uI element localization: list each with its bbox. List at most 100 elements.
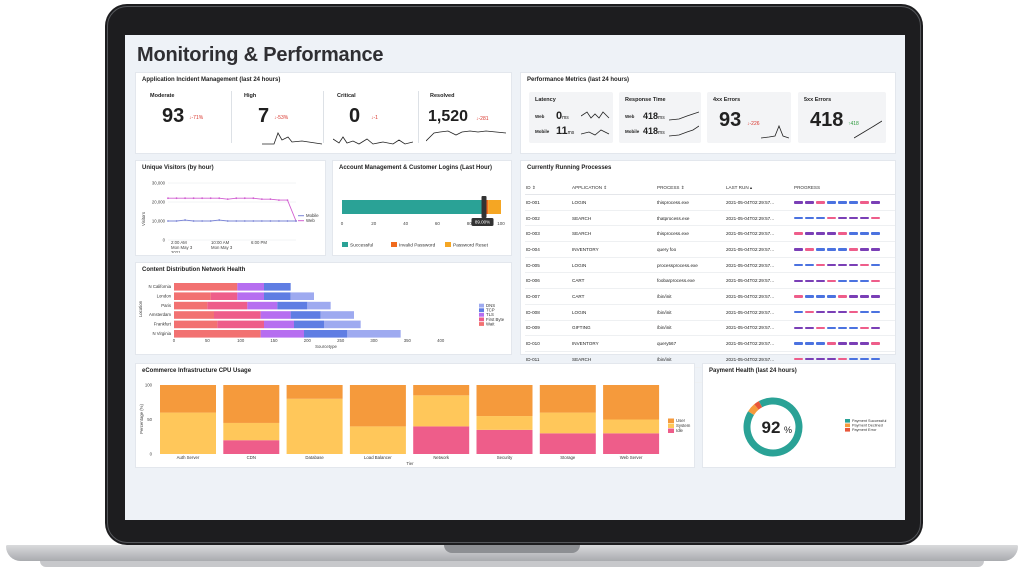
progress-segment [838,310,847,314]
progress-bar [794,326,894,330]
latency-card[interactable]: Latency Web 0ms Mobile 11ms [529,92,613,143]
bar-segment [260,311,291,319]
cell-process: /bin/init [656,288,725,305]
column-header-id[interactable]: ID ⇕ [525,181,571,195]
bar-segment [349,426,406,454]
table-row[interactable]: ID-003 SEARCH thisprocess.exe 2021-05-04T02… [525,225,895,243]
progress-segment [871,263,880,267]
progress-segment [827,279,836,283]
progress-segment [849,232,858,235]
kpi-delta-value: -1 [373,115,378,121]
column-header-progress[interactable]: PROGRESS [793,181,895,195]
y-axis-label: Location [138,300,143,317]
kpi-high[interactable]: High 7 ↓-53% [238,91,328,145]
cell-application: SEARCH [571,210,656,227]
table-row[interactable]: ID-010 INVENTORY query567 2021-05-04T02:29:… [525,335,895,352]
cell-last-run: 2021-05-04T02:29:57... [725,304,793,321]
cell-progress [793,272,895,290]
progress-segment [838,295,847,298]
errors-4xx-card[interactable]: 4xx Errors 93 ↓-226 [707,92,791,143]
bar-segment [174,320,218,329]
table-row[interactable]: ID-004 INVENTORY query foo 2021-05-04T02:29… [525,241,895,258]
x-tick-label: Database [305,455,324,460]
progress-bar [794,357,894,361]
errors-5xx-delta: ↑418 [848,121,859,127]
progress-segment [827,263,836,267]
legend-swatch [479,317,484,322]
progress-segment [805,248,814,251]
legend-swatch [845,419,850,423]
progress-segment [849,295,858,298]
bar-segment [539,433,596,454]
performance-panel: Performance Metrics (last 24 hours) Late… [520,72,896,154]
cpu-chart: Auth Server CDN Database Load Balancer Netwo… [139,383,691,467]
cell-id: ID-005 [525,257,571,274]
bar-segment [277,301,308,310]
column-header-last-run[interactable]: LAST RUN ▴ [725,181,793,195]
bar-segment [264,292,291,300]
cell-id: ID-004 [525,241,571,258]
cell-process: foobarprocess.exe [656,272,725,290]
bar-segment [286,385,343,399]
table-row[interactable]: ID-006 CART foobarprocess.exe 2021-05-04T02… [525,272,895,290]
progress-segment [860,357,869,361]
laptop-base [6,545,1018,561]
table-row[interactable]: ID-007 CART/bin/init 2021-05-04T02:29:57..… [525,288,895,305]
column-header-process[interactable]: PROCESS ⇕ [656,181,725,195]
progress-segment [794,201,803,204]
cell-id: ID-002 [525,210,571,227]
table-row[interactable]: ID-008 LOGIN/bin/init 2021-05-04T02:29:57.… [525,304,895,321]
x-tick-label: Auth Server [177,455,200,460]
table-row[interactable]: ID-009 GIFTING/bin/init 2021-05-04T02:29:5… [525,320,895,337]
column-header-application[interactable]: APPLICATION ⇕ [571,181,656,195]
legend-label: DNS [486,303,495,308]
cell-last-run: 2021-05-04T02:29:57... [725,335,793,352]
x-tick-label: Mon May 3 [211,245,233,250]
table-row[interactable]: ID-001 LOGIN thisprocess.exe 2021-05-04T02:… [525,194,895,211]
progress-segment [849,216,858,220]
progress-bar [794,263,894,267]
progress-segment [805,279,814,283]
progress-segment [816,295,825,298]
progress-segment [794,357,803,361]
table-row[interactable]: ID-002 SEARCH thatprocess.exe 2021-05-04T02… [525,210,895,227]
x-axis-label: Tier [406,461,414,466]
value-tooltip-text: 89.00% [475,220,490,225]
errors-5xx-label: 5xx Errors [804,97,832,103]
bar-segment [476,429,533,454]
response-time-card[interactable]: Response Time Web 418ms Mobile 418ms [619,92,701,143]
bar-segment [223,422,280,441]
errors-5xx-card[interactable]: 5xx Errors 418 ↑418 [798,92,886,143]
legend-label: Payment Successful [852,419,887,423]
bar-segment [160,385,216,413]
response-web-value: 418ms [643,111,665,121]
kpi-resolved[interactable]: Resolved 1,520 ↓-281 [424,91,512,143]
errors-5xx-value: 418 [810,109,844,131]
kpi-critical[interactable]: Critical 0 ↓-1 [331,91,421,145]
legend-swatch [668,423,674,428]
progress-bar [794,295,894,298]
legend-swatch [391,242,397,247]
errors-4xx-delta: ↓-226 [747,121,760,127]
y-tick-label: 10,000 [152,219,166,224]
sparkline [333,136,413,145]
page-title: Monitoring & Performance [137,44,384,66]
kpi-moderate[interactable]: Moderate 93 ↓-71% [144,91,234,143]
progress-segment [849,326,858,330]
bar-segment [307,301,331,310]
bar-segment [160,412,216,454]
progress-segment [860,216,869,220]
data-point [278,199,280,201]
table-row[interactable]: ID-005 LOGIN processprocess.exe 2021-05-04T… [525,257,895,274]
kpi-label: Critical [337,93,356,99]
x-tick-label: 80 [467,221,473,226]
cell-process: /bin/init [656,304,725,321]
y-axis-label: Percentage (%) [139,404,144,434]
response-mobile-label: Mobile [625,129,640,134]
x-tick-label: 50 [205,338,210,343]
data-point [243,197,246,200]
data-point [201,220,204,222]
progress-segment [816,310,825,314]
donut-center-unit: % [784,425,792,435]
progress-segment [849,357,858,361]
